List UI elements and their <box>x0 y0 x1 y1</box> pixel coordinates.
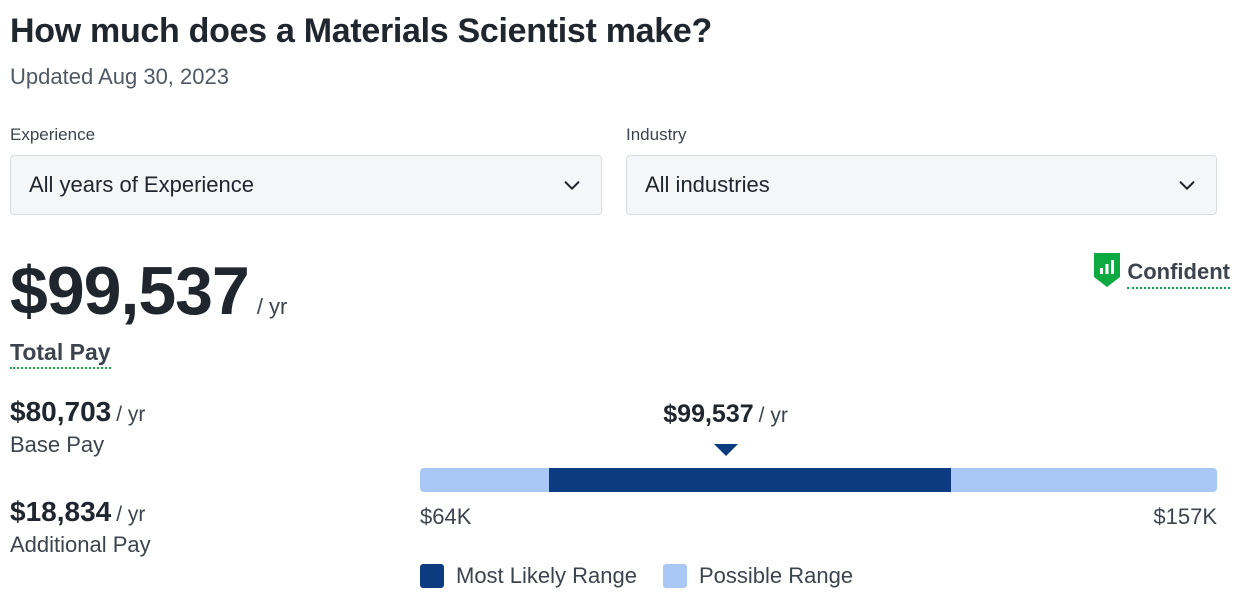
experience-select[interactable]: All years of Experience <box>10 155 602 215</box>
experience-label: Experience <box>10 125 96 144</box>
median-marker-label: $99,537 / yr <box>663 400 788 429</box>
legend-swatch-possible <box>662 564 687 588</box>
industry-select[interactable]: All industries <box>626 155 1217 215</box>
legend-label-possible: Possible Range <box>698 563 854 588</box>
median-unit: / yr <box>758 404 788 427</box>
base-pay-row: $80,703 / yr <box>10 396 145 428</box>
total-pay-label[interactable]: Total Pay <box>10 338 111 369</box>
base-pay-unit: / yr <box>116 403 146 426</box>
additional-pay-label: Additional Pay <box>10 532 151 557</box>
page-title: How much does a Materials Scientist make… <box>10 12 712 50</box>
range-max-label: $157K <box>1153 504 1217 529</box>
most-likely-range-bar[interactable] <box>548 468 952 492</box>
possible-range-bar[interactable] <box>420 468 1217 492</box>
industry-label: Industry <box>626 125 687 144</box>
median-marker-triangle <box>713 444 738 456</box>
base-pay-label: Base Pay <box>10 432 105 457</box>
additional-pay: $18,834 / yr Additional Pay <box>10 496 151 558</box>
base-pay-amount: $80,703 <box>10 396 112 427</box>
legend-swatch-likely <box>420 564 444 588</box>
confidence-badge[interactable]: Confident <box>1091 250 1230 289</box>
additional-pay-amount: $18,834 <box>10 496 112 527</box>
additional-pay-unit: / yr <box>116 503 146 526</box>
total-pay: $99,537 / yr <box>10 252 287 330</box>
range-legend: Most Likely Range Possible Range <box>420 563 879 589</box>
total-pay-unit: / yr <box>256 294 288 319</box>
legend-label-likely: Most Likely Range <box>456 563 637 588</box>
total-pay-amount: $99,537 <box>10 253 250 329</box>
additional-pay-row: $18,834 / yr <box>10 496 151 528</box>
base-pay: $80,703 / yr Base Pay <box>10 396 145 458</box>
industry-select-value: All industries <box>645 172 770 197</box>
chevron-down-icon <box>1179 181 1195 190</box>
bar-chart-shield-icon <box>1094 252 1121 287</box>
pay-range-chart: $99,537 / yr $64K $157K Most Likely Rang… <box>420 400 1217 600</box>
median-amount: $99,537 <box>663 400 754 428</box>
range-min-label: $64K <box>420 504 472 529</box>
confidence-label: Confident <box>1127 258 1230 289</box>
updated-date: Updated Aug 30, 2023 <box>10 64 229 89</box>
chevron-down-icon <box>564 181 580 190</box>
experience-select-value: All years of Experience <box>29 172 254 197</box>
